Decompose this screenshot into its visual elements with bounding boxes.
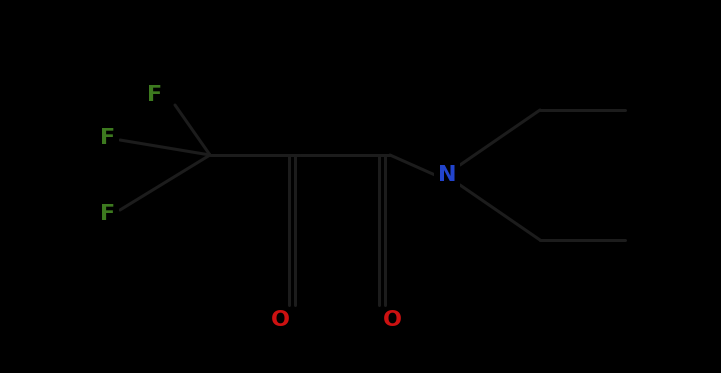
Text: F: F [147, 85, 162, 105]
Text: N: N [438, 165, 456, 185]
Text: F: F [100, 128, 115, 148]
Text: O: O [270, 310, 290, 330]
Text: F: F [100, 204, 115, 224]
Text: O: O [383, 310, 402, 330]
